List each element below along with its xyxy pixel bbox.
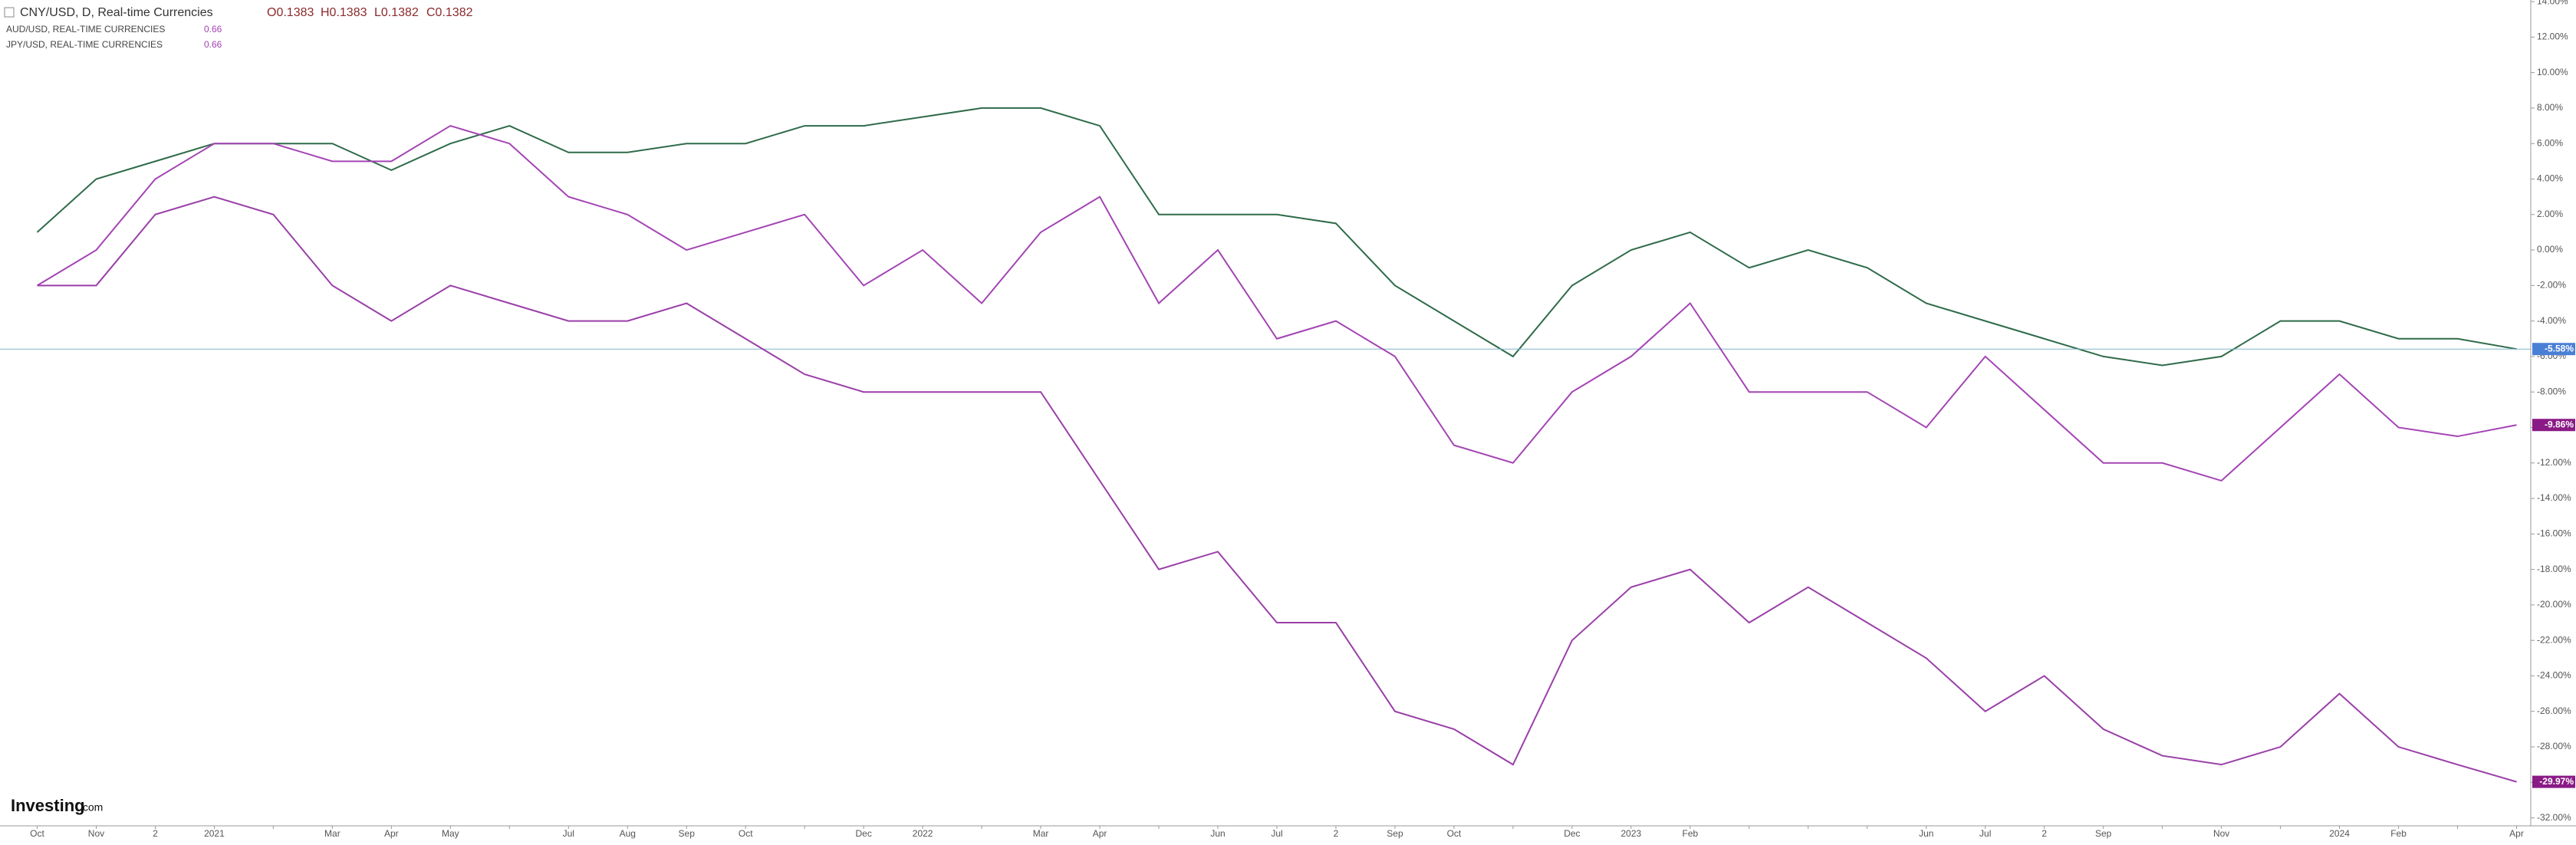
x-tick-label: Sep <box>679 828 696 839</box>
x-tick-label: Nov <box>88 828 104 839</box>
y-tick-label: 6.00% <box>2537 137 2563 148</box>
x-tick-label: Oct <box>739 828 753 839</box>
y-tick-label: -8.00% <box>2537 386 2566 396</box>
x-tick-label: Sep <box>1387 828 1403 839</box>
x-tick-label: Feb <box>1682 828 1698 839</box>
y-tick-label: 14.00% <box>2537 0 2568 6</box>
y-tick-label: -22.00% <box>2537 634 2571 645</box>
x-tick-label: Apr <box>1093 828 1107 839</box>
x-tick-label: Jul <box>1979 828 1991 839</box>
x-tick-label: Dec <box>855 828 871 839</box>
series-line <box>36 107 2517 367</box>
x-tick-label: 2023 <box>1621 828 1642 839</box>
x-tick-label: 2021 <box>204 828 225 839</box>
x-tick-label: Dec <box>1564 828 1580 839</box>
series-line <box>36 124 2517 482</box>
y-tick-label: 0.00% <box>2537 244 2563 255</box>
y-tick-label: -2.00% <box>2537 280 2566 291</box>
y-tick-label: 4.00% <box>2537 173 2563 184</box>
x-tick-label: Jun <box>1919 828 1933 839</box>
last-value-badge <box>2532 343 2575 356</box>
x-tick-label: Nov <box>2213 828 2229 839</box>
ohlc-close: C0.1382 <box>426 6 473 19</box>
x-tick-label: Sep <box>2095 828 2112 839</box>
x-tick-label: Jul <box>1271 828 1282 839</box>
y-tick-label: 2.00% <box>2537 209 2563 219</box>
last-price: 0.66 <box>204 39 222 50</box>
x-tick-label: Apr <box>384 828 399 839</box>
x-tick-label: Apr <box>2509 828 2524 839</box>
y-tick-label: 10.00% <box>2537 67 2568 77</box>
last-value-label: -5.58% <box>2545 343 2574 353</box>
legend-entry: AUD/USD, REAL-TIME CURRENCIES <box>6 24 165 35</box>
watermark-brand: Investing <box>11 796 85 815</box>
x-tick-label: May <box>442 828 459 839</box>
x-tick-label: 2024 <box>2329 828 2350 839</box>
x-tick-label: Feb <box>2390 828 2407 839</box>
ohlc-open: O0.1383 <box>267 6 314 19</box>
x-tick-label: 2 <box>1334 828 1339 839</box>
watermark-suffix: .com <box>80 801 103 814</box>
x-tick-label: Mar <box>1033 828 1049 839</box>
x-tick-label: 2 <box>153 828 158 839</box>
legend-main: CNY/USD, D, Real-time Currencies <box>20 6 213 19</box>
last-value-label: -29.97% <box>2539 776 2574 787</box>
y-tick-label: 12.00% <box>2537 31 2568 42</box>
y-tick-label: -16.00% <box>2537 528 2571 538</box>
y-tick-label: -28.00% <box>2537 741 2571 751</box>
ohlc-high: H0.1383 <box>321 6 367 19</box>
x-tick-label: 2 <box>2041 828 2047 839</box>
y-tick-label: -4.00% <box>2537 315 2566 326</box>
y-tick-label: -14.00% <box>2537 492 2571 503</box>
y-tick-label: -18.00% <box>2537 564 2571 574</box>
y-tick-label: 8.00% <box>2537 102 2563 113</box>
y-tick-label: -26.00% <box>2537 705 2571 716</box>
x-tick-label: Mar <box>324 828 341 839</box>
x-tick-label: Jul <box>563 828 574 839</box>
last-value-badge <box>2532 419 2575 432</box>
x-tick-label: 2022 <box>913 828 933 839</box>
y-tick-label: -24.00% <box>2537 670 2571 681</box>
x-tick-label: Oct <box>30 828 44 839</box>
y-tick-label: -32.00% <box>2537 812 2571 823</box>
x-tick-label: Oct <box>1447 828 1462 839</box>
last-value-label: -9.86% <box>2545 419 2574 429</box>
last-value-badge <box>2532 775 2575 788</box>
y-tick-label: -20.00% <box>2537 599 2571 610</box>
x-tick-label: Jun <box>1210 828 1225 839</box>
y-tick-label: -12.00% <box>2537 457 2571 468</box>
ohlc-low: L0.1382 <box>374 6 419 19</box>
last-price: 0.66 <box>204 24 222 35</box>
x-tick-label: Aug <box>620 828 636 839</box>
series-line <box>37 196 2517 783</box>
collapse-icon[interactable] <box>4 7 15 18</box>
legend-entry: JPY/USD, REAL-TIME CURRENCIES <box>6 39 163 50</box>
